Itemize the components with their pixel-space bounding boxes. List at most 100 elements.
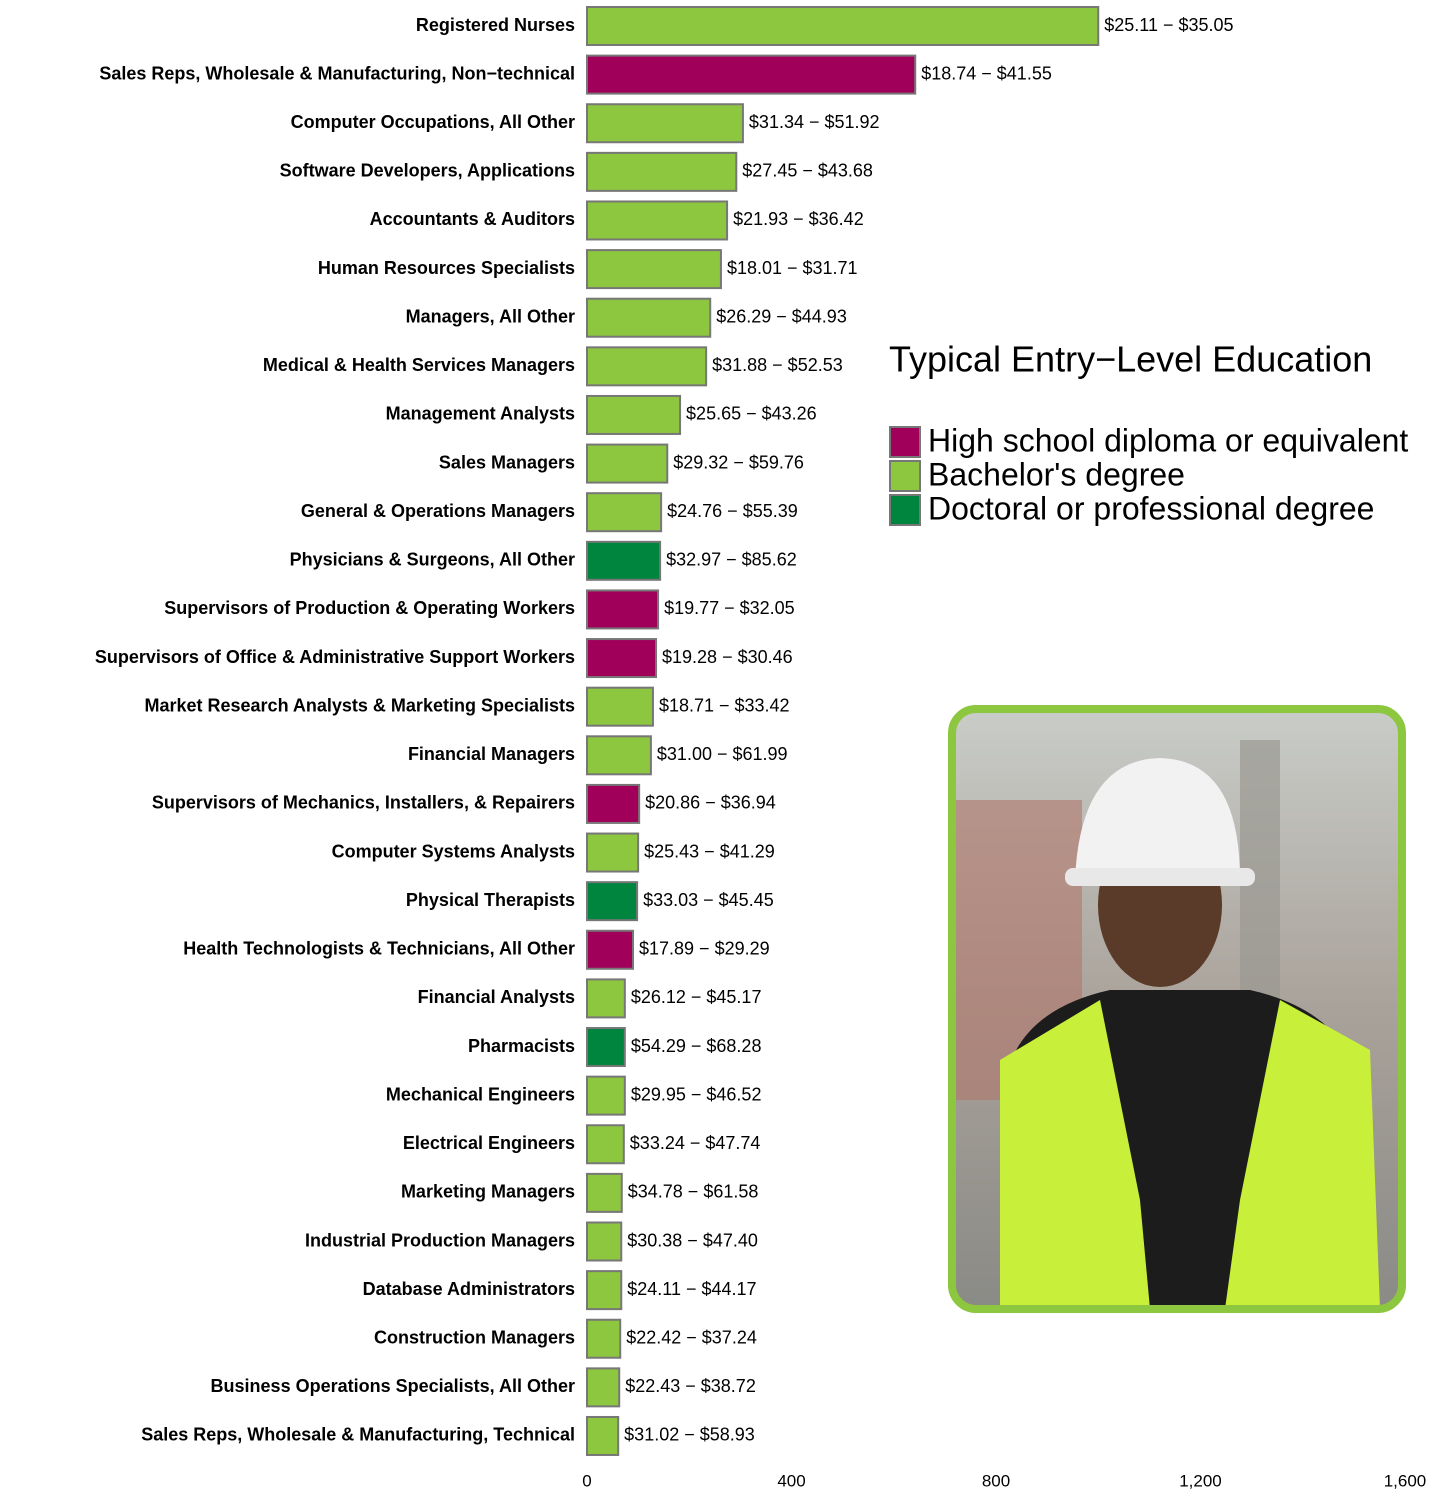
bar — [587, 153, 736, 191]
value-label: $33.03 − $45.45 — [643, 890, 774, 910]
value-label: $31.88 − $52.53 — [712, 355, 843, 375]
bar — [587, 882, 637, 920]
bar — [587, 785, 639, 823]
bar — [587, 201, 727, 239]
y-tick-label: Business Operations Specialists, All Oth… — [211, 1376, 575, 1396]
y-tick-label: Market Research Analysts & Marketing Spe… — [144, 695, 575, 715]
y-tick-label: Sales Reps, Wholesale & Manufacturing, N… — [99, 63, 575, 83]
y-tick-label: Financial Managers — [408, 744, 575, 764]
bar — [587, 1077, 625, 1115]
value-label: $25.65 − $43.26 — [686, 404, 817, 424]
y-tick-label: Mechanical Engineers — [386, 1084, 575, 1104]
value-label: $31.00 − $61.99 — [657, 744, 788, 764]
legend-swatch — [890, 427, 920, 457]
y-tick-label: Supervisors of Production & Operating Wo… — [164, 598, 575, 618]
value-label: $33.24 − $47.74 — [630, 1133, 761, 1153]
value-label: $29.95 − $46.52 — [631, 1084, 762, 1104]
value-label: $22.42 − $37.24 — [626, 1327, 757, 1347]
legend-title: Typical Entry−Level Education — [889, 339, 1372, 380]
value-label: $22.43 − $38.72 — [625, 1376, 756, 1396]
bar — [587, 736, 651, 774]
bar — [587, 1223, 621, 1261]
value-label: $17.89 − $29.29 — [639, 939, 770, 959]
page: {"chart_data": {"type": "bar", "orientat… — [0, 0, 1442, 1494]
chart: 0 400 800 1,200 1,600 Registered Nurses $25.11… — [0, 0, 1442, 1494]
value-label: $19.28 − $30.46 — [662, 647, 793, 667]
bar — [587, 1028, 625, 1066]
legend-swatch — [890, 495, 920, 525]
value-label: $30.38 − $47.40 — [627, 1230, 758, 1250]
y-tick-label: Health Technologists & Technicians, All … — [183, 939, 575, 959]
bar — [587, 445, 667, 483]
y-tick-label: General & Operations Managers — [301, 501, 575, 521]
y-tick-label: Database Administrators — [363, 1279, 575, 1299]
x-tick-label: 1,600 — [1384, 1471, 1427, 1490]
y-tick-label: Industrial Production Managers — [305, 1230, 575, 1250]
value-label: $18.74 − $41.55 — [921, 63, 1052, 83]
bar — [587, 493, 661, 531]
bar — [587, 590, 658, 628]
y-tick-label: Managers, All Other — [406, 306, 575, 326]
value-label: $27.45 − $43.68 — [742, 161, 873, 181]
bar — [587, 7, 1098, 45]
y-tick-label: Construction Managers — [374, 1327, 575, 1347]
bar — [587, 104, 743, 142]
bar — [587, 1125, 624, 1163]
value-label: $18.71 − $33.42 — [659, 695, 790, 715]
legend-swatch — [890, 461, 920, 491]
value-label: $29.32 − $59.76 — [673, 452, 804, 472]
y-tick-label: Sales Managers — [439, 452, 575, 472]
x-tick-label: 400 — [777, 1471, 805, 1490]
bar — [587, 396, 680, 434]
y-tick-label: Accountants & Auditors — [370, 209, 575, 229]
y-tick-label: Supervisors of Office & Administrative S… — [95, 647, 575, 667]
y-tick-label: Computer Systems Analysts — [332, 841, 575, 861]
y-tick-label: Financial Analysts — [418, 987, 575, 1007]
y-tick-label: Marketing Managers — [401, 1182, 575, 1202]
y-tick-label: Supervisors of Mechanics, Installers, & … — [152, 793, 575, 813]
value-label: $24.11 − $44.17 — [627, 1279, 756, 1299]
bar — [587, 979, 625, 1017]
value-label: $24.76 − $55.39 — [667, 501, 798, 521]
bar — [587, 56, 915, 94]
y-tick-label: Sales Reps, Wholesale & Manufacturing, T… — [141, 1425, 575, 1445]
y-tick-label: Medical & Health Services Managers — [263, 355, 575, 375]
value-label: $25.11 − $35.05 — [1104, 15, 1233, 35]
bar — [587, 639, 656, 677]
y-tick-label: Physicians & Surgeons, All Other — [290, 550, 575, 570]
x-tick-label: 1,200 — [1179, 1471, 1222, 1490]
legend-label: Doctoral or professional degree — [928, 490, 1374, 526]
y-tick-label: Software Developers, Applications — [280, 161, 575, 181]
bar — [587, 1271, 621, 1309]
bar — [587, 299, 710, 337]
value-label: $31.34 − $51.92 — [749, 112, 880, 132]
x-tick-label: 800 — [982, 1471, 1010, 1490]
value-label: $25.43 − $41.29 — [644, 841, 775, 861]
bar — [587, 834, 638, 872]
y-tick-label: Registered Nurses — [416, 15, 575, 35]
bar — [587, 1174, 622, 1212]
y-tick-label: Computer Occupations, All Other — [291, 112, 575, 132]
bar — [587, 542, 660, 580]
y-tick-label: Pharmacists — [468, 1036, 575, 1056]
value-label: $19.77 − $32.05 — [664, 598, 795, 618]
value-label: $54.29 − $68.28 — [631, 1036, 762, 1056]
photo — [952, 709, 1402, 1309]
value-label: $18.01 − $31.71 — [727, 258, 858, 278]
bar — [587, 931, 633, 969]
y-tick-label: Management Analysts — [386, 404, 575, 424]
y-tick-label: Human Resources Specialists — [318, 258, 575, 278]
value-label: $34.78 − $61.58 — [628, 1182, 759, 1202]
bar — [587, 688, 653, 726]
legend-label: Bachelor's degree — [928, 456, 1185, 492]
y-tick-label: Electrical Engineers — [403, 1133, 575, 1153]
value-label: $26.29 − $44.93 — [716, 306, 847, 326]
bar — [587, 250, 721, 288]
bar — [587, 1368, 619, 1406]
legend-label: High school diploma or equivalent — [928, 422, 1408, 458]
value-label: $26.12 − $45.17 — [631, 987, 762, 1007]
value-label: $32.97 − $85.62 — [666, 550, 797, 570]
x-tick-label: 0 — [582, 1471, 591, 1490]
bar — [587, 1320, 620, 1358]
value-label: $21.93 − $36.42 — [733, 209, 864, 229]
